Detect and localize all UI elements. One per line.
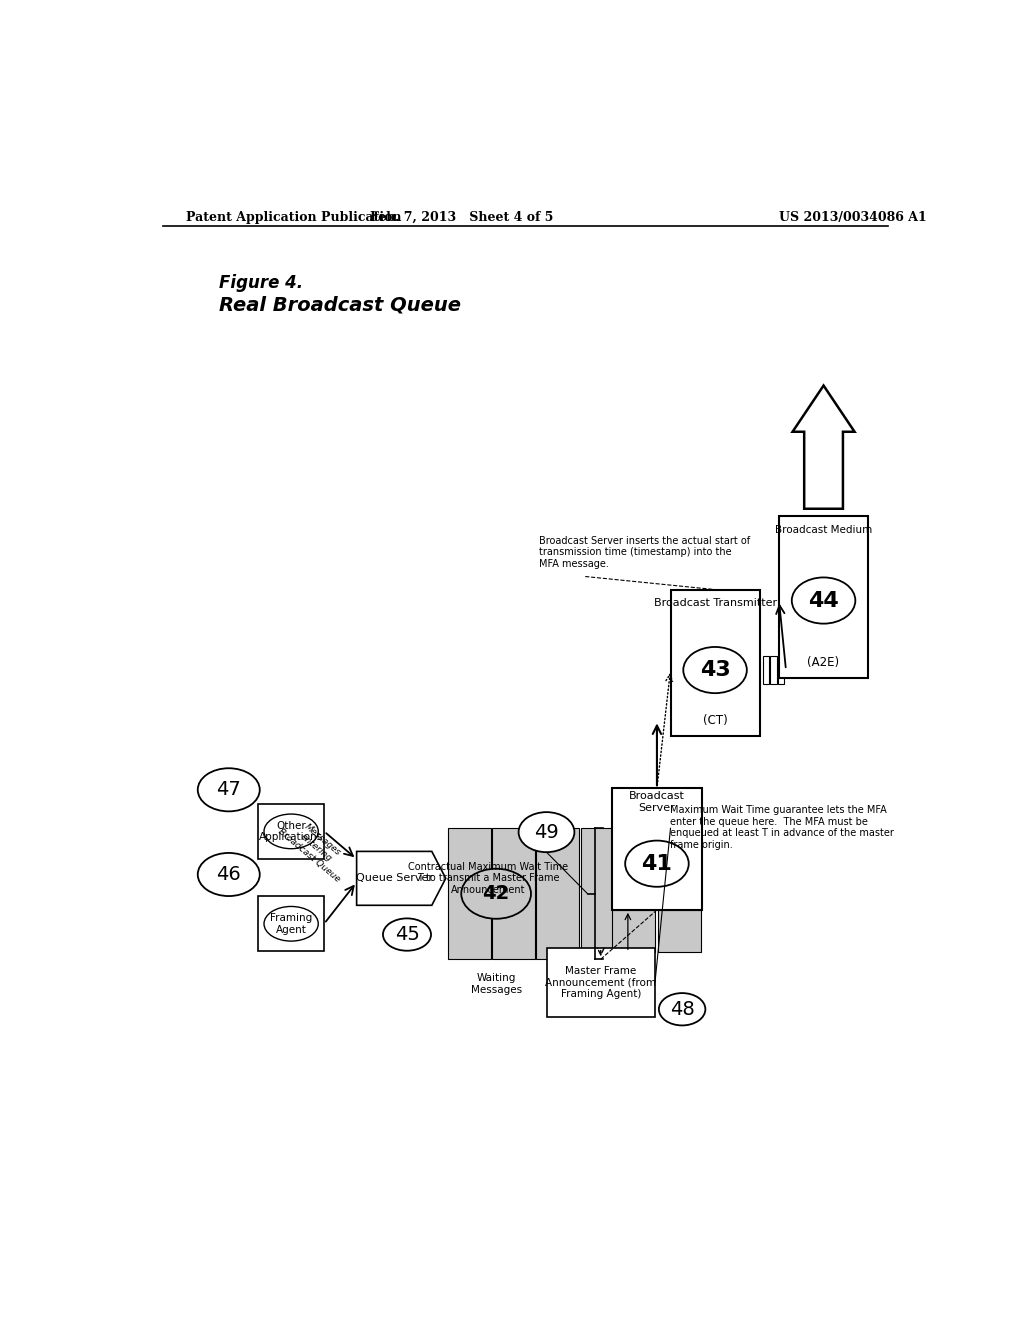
Ellipse shape bbox=[264, 814, 318, 849]
Text: Queue Server: Queue Server bbox=[356, 874, 433, 883]
Ellipse shape bbox=[626, 841, 689, 887]
Text: Patent Application Publication: Patent Application Publication bbox=[186, 211, 401, 224]
Text: US 2013/0034086 A1: US 2013/0034086 A1 bbox=[779, 211, 927, 224]
Text: Broadcast Transmitter: Broadcast Transmitter bbox=[653, 598, 776, 609]
Text: Other
Applications: Other Applications bbox=[259, 821, 324, 842]
Text: 43: 43 bbox=[699, 660, 730, 680]
Ellipse shape bbox=[264, 907, 318, 941]
Text: Broadcast
Server: Broadcast Server bbox=[629, 791, 685, 813]
Ellipse shape bbox=[658, 993, 706, 1026]
Text: Contractual Maximum Wait Time
T to transmit a Master Frame
Announcement: Contractual Maximum Wait Time T to trans… bbox=[409, 862, 568, 895]
Bar bbox=[547, 948, 655, 1016]
Text: Waiting
Messages: Waiting Messages bbox=[471, 973, 521, 995]
Text: 49: 49 bbox=[535, 822, 559, 842]
Bar bbox=[779, 516, 868, 678]
Text: 42: 42 bbox=[482, 884, 510, 903]
Text: 45: 45 bbox=[394, 925, 420, 944]
Ellipse shape bbox=[518, 812, 574, 853]
Text: 48: 48 bbox=[670, 999, 694, 1019]
Bar bbox=[763, 656, 769, 684]
Bar bbox=[671, 590, 760, 737]
Text: Broadcast Server inserts the actual start of
transmission time (timestamp) into : Broadcast Server inserts the actual star… bbox=[539, 536, 750, 569]
Bar bbox=[537, 829, 579, 960]
Text: Master Frame
Announcement (from
Framing Agent): Master Frame Announcement (from Framing … bbox=[545, 966, 656, 999]
Text: Framing
Agent: Framing Agent bbox=[270, 913, 312, 935]
Ellipse shape bbox=[198, 768, 260, 812]
Bar bbox=[581, 829, 624, 960]
Text: 46: 46 bbox=[216, 865, 241, 884]
Text: Figure 4.: Figure 4. bbox=[219, 275, 303, 292]
Bar bbox=[778, 656, 784, 684]
Ellipse shape bbox=[792, 577, 855, 623]
Text: (A2E): (A2E) bbox=[808, 656, 840, 669]
Text: Feb. 7, 2013   Sheet 4 of 5: Feb. 7, 2013 Sheet 4 of 5 bbox=[370, 211, 553, 224]
Bar bbox=[770, 656, 776, 684]
Bar bbox=[449, 829, 490, 960]
Bar bbox=[612, 788, 701, 909]
Text: (CT): (CT) bbox=[702, 714, 727, 727]
Text: 41: 41 bbox=[641, 854, 673, 874]
Polygon shape bbox=[793, 385, 855, 508]
Ellipse shape bbox=[383, 919, 431, 950]
Bar bbox=[493, 829, 535, 960]
Text: Messages
entering
Broadcast Queue: Messages entering Broadcast Queue bbox=[276, 810, 355, 884]
Bar bbox=[258, 804, 324, 859]
Text: Broadcast Medium: Broadcast Medium bbox=[775, 525, 872, 536]
Text: 44: 44 bbox=[808, 590, 839, 611]
Bar bbox=[612, 909, 655, 952]
Bar bbox=[658, 909, 700, 952]
Polygon shape bbox=[356, 851, 445, 906]
Text: 47: 47 bbox=[216, 780, 241, 800]
Text: Real Broadcast Queue: Real Broadcast Queue bbox=[219, 296, 462, 314]
Bar bbox=[258, 896, 324, 952]
Text: Maximum Wait Time guarantee lets the MFA
enter the queue here.  The MFA must be
: Maximum Wait Time guarantee lets the MFA… bbox=[671, 805, 894, 850]
Ellipse shape bbox=[683, 647, 746, 693]
Ellipse shape bbox=[198, 853, 260, 896]
Ellipse shape bbox=[461, 869, 531, 919]
